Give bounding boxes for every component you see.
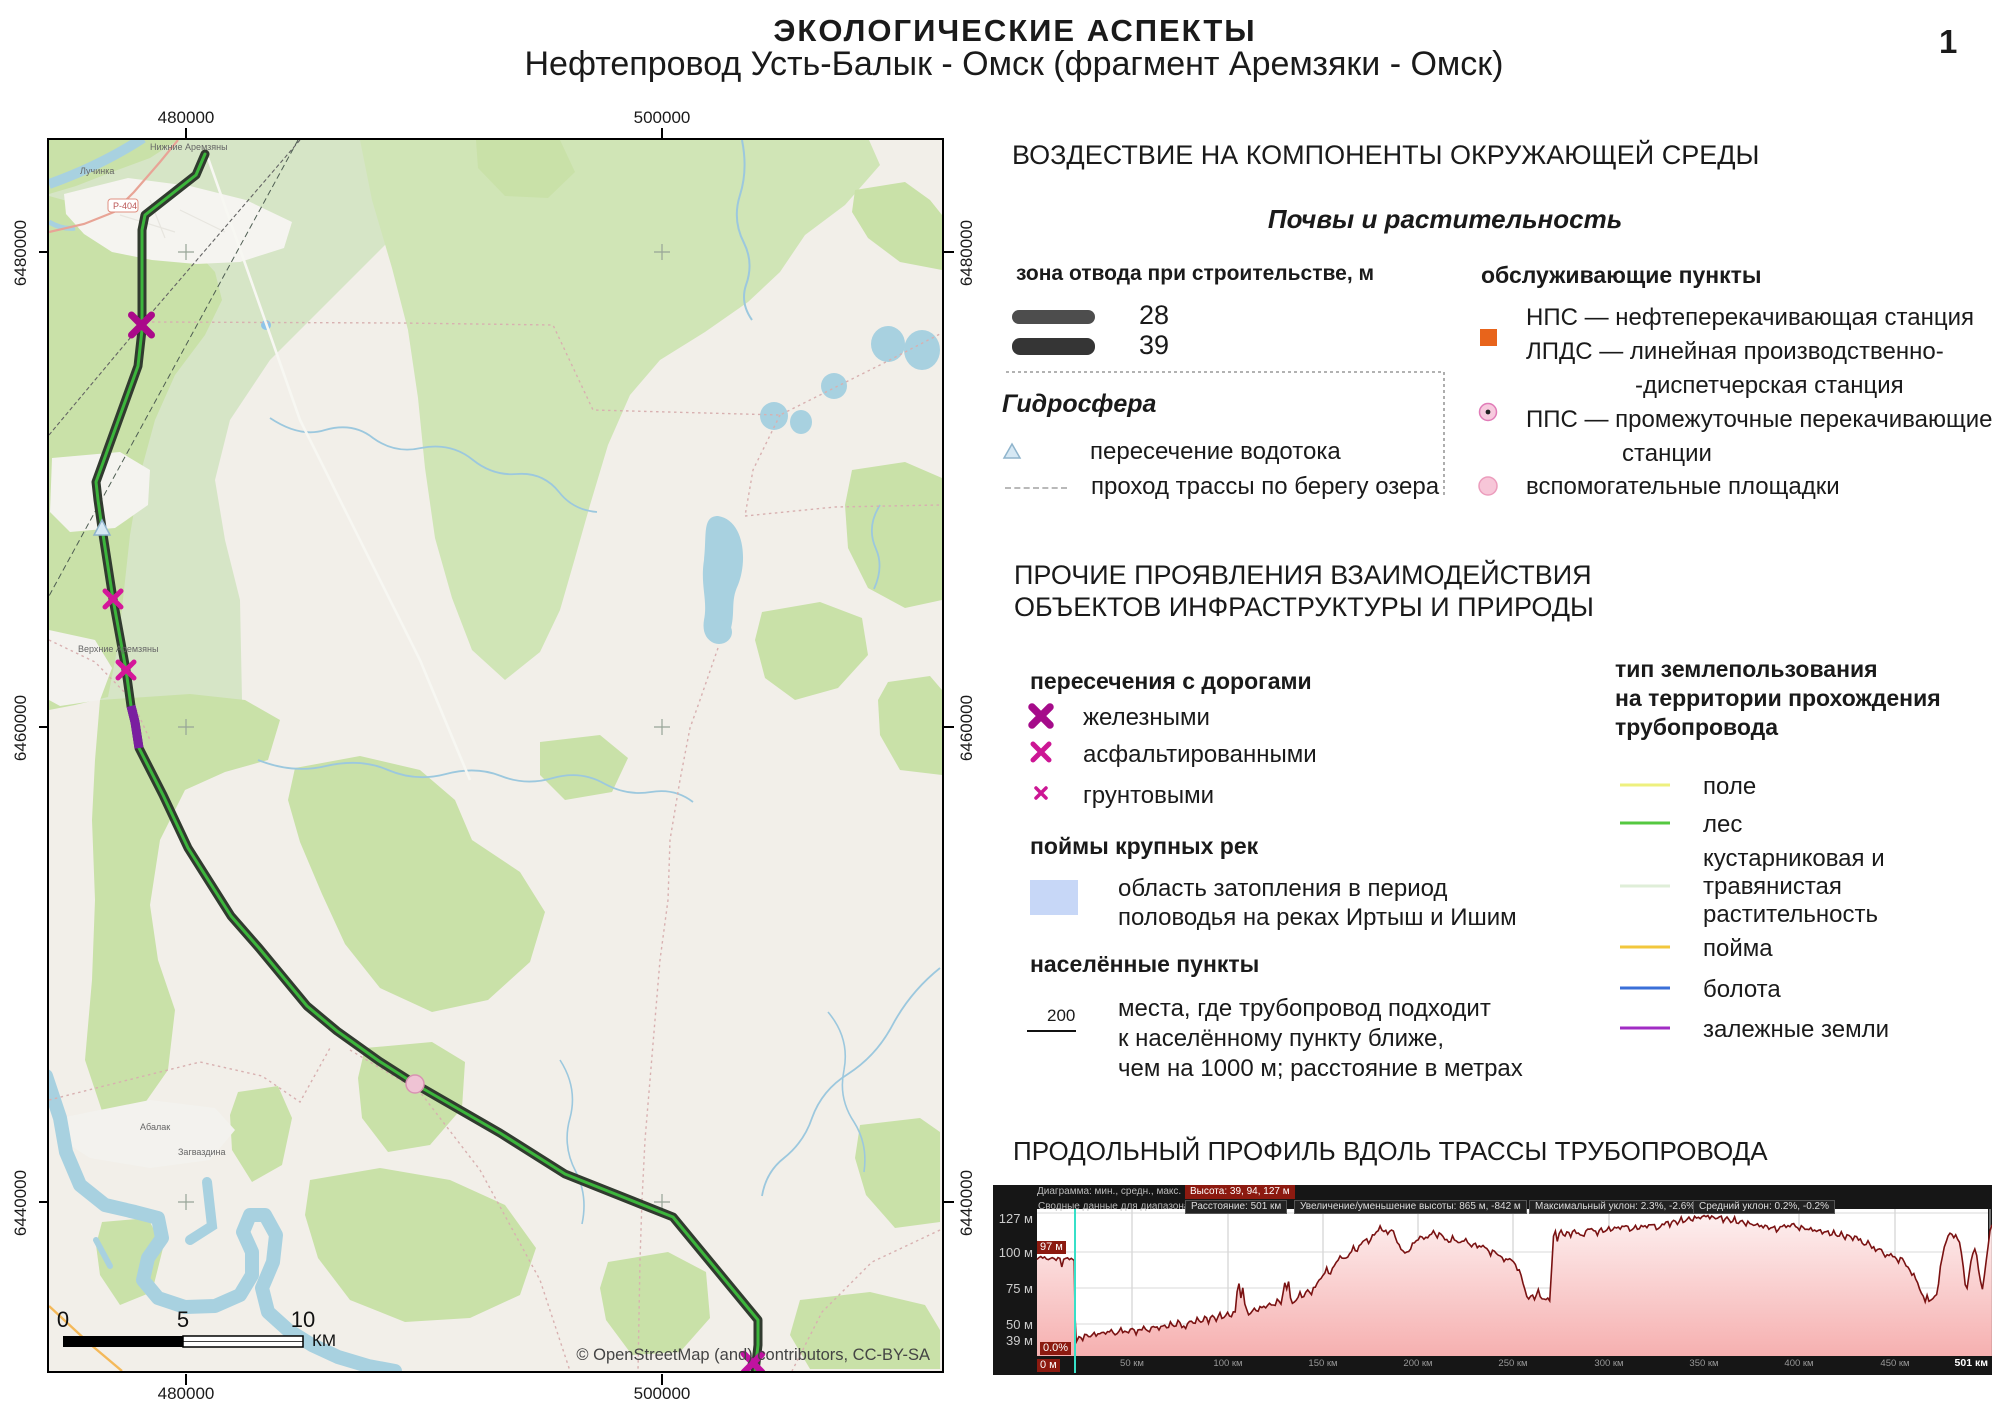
svg-text:Загваздина: Загваздина: [178, 1147, 226, 1157]
svg-text:10: 10: [291, 1307, 315, 1332]
svg-text:Нижние Аремзяны: Нижние Аремзяны: [150, 142, 228, 152]
svg-text:Абалак: Абалак: [140, 1122, 170, 1132]
svg-text:Лучинка: Лучинка: [80, 166, 114, 176]
svg-text:Верхние Аремзяны: Верхние Аремзяны: [78, 644, 158, 654]
svg-text:0: 0: [57, 1307, 69, 1332]
svg-text:5: 5: [177, 1307, 189, 1332]
svg-text:Р-404: Р-404: [113, 201, 137, 211]
svg-text:© OpenStreetMap (and) contribu: © OpenStreetMap (and) contributors, CC-B…: [576, 1346, 930, 1364]
svg-text:КМ: КМ: [312, 1331, 336, 1350]
